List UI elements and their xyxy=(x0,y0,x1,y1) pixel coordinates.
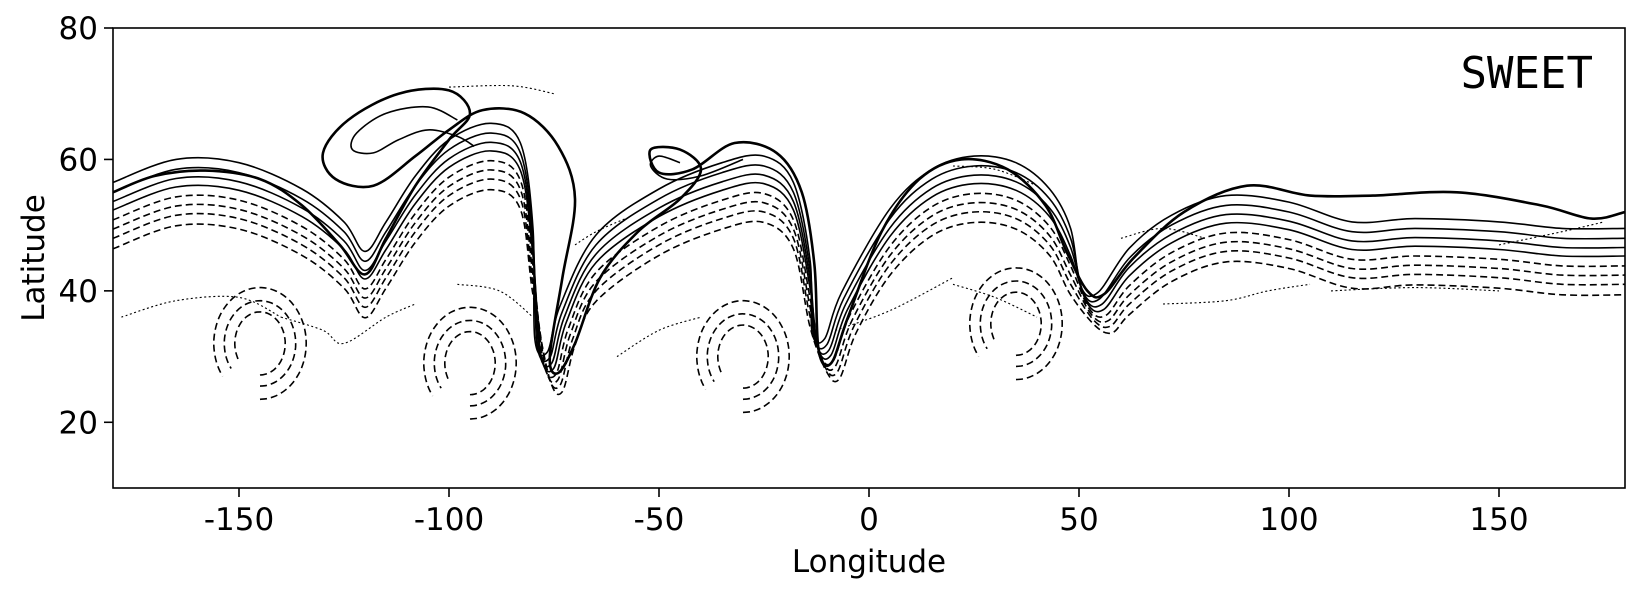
y-tick-label: 80 xyxy=(59,11,98,47)
positive-contour xyxy=(113,122,1625,357)
x-tick-label: 150 xyxy=(1469,502,1528,538)
x-tick-label: -150 xyxy=(204,502,274,538)
filament xyxy=(1330,287,1500,292)
cyclone-contour xyxy=(695,299,791,414)
cyclone-contour xyxy=(989,291,1043,357)
negative-contour xyxy=(113,169,1625,384)
cyclone-contour xyxy=(968,267,1064,381)
panel-label: SWEET xyxy=(1461,48,1593,99)
cyclone-contour xyxy=(223,299,297,387)
filament xyxy=(457,283,534,318)
y-tick-label: 40 xyxy=(59,274,98,310)
wave-curl-contour xyxy=(649,155,744,181)
outer-contour xyxy=(113,87,1625,375)
cyclone-contour xyxy=(212,286,308,401)
x-tick-label: 100 xyxy=(1259,502,1318,538)
y-tick-label: 20 xyxy=(59,405,98,441)
wave-curl-contour xyxy=(350,105,475,155)
filament xyxy=(574,218,626,246)
filament xyxy=(280,303,416,345)
negative-contour xyxy=(113,159,1625,379)
cyclone-contour xyxy=(716,324,770,389)
cyclone-contour xyxy=(443,330,497,396)
filament xyxy=(1498,221,1605,246)
filament xyxy=(1120,227,1206,239)
y-axis-label: Latitude xyxy=(16,194,52,322)
filament xyxy=(616,316,702,358)
filament xyxy=(448,84,555,95)
filament xyxy=(952,283,1038,318)
y-axis: 20 40 60 80 xyxy=(59,11,113,441)
y-tick-label: 60 xyxy=(59,142,98,178)
cyclone-contour xyxy=(706,313,780,401)
contour-layer xyxy=(113,84,1625,420)
x-tick-label: -100 xyxy=(414,502,484,538)
x-axis-label: Longitude xyxy=(792,544,946,580)
x-tick-label: 50 xyxy=(1059,502,1098,538)
negative-contour xyxy=(113,188,1625,396)
x-tick-label: 0 xyxy=(859,502,879,538)
cyclone-contour xyxy=(233,311,287,376)
negative-contour xyxy=(113,178,1625,389)
positive-contour xyxy=(113,150,1625,373)
cyclone-contour xyxy=(433,319,507,407)
filament xyxy=(835,277,954,331)
cyclone-contour xyxy=(979,280,1053,368)
filament xyxy=(1162,283,1311,305)
cyclone-contour xyxy=(422,306,518,420)
filament xyxy=(952,165,1038,187)
x-axis: -150 -100 -50 0 50 100 150 xyxy=(204,488,1529,538)
x-tick-label: -50 xyxy=(634,502,685,538)
positive-contour xyxy=(113,141,1625,368)
